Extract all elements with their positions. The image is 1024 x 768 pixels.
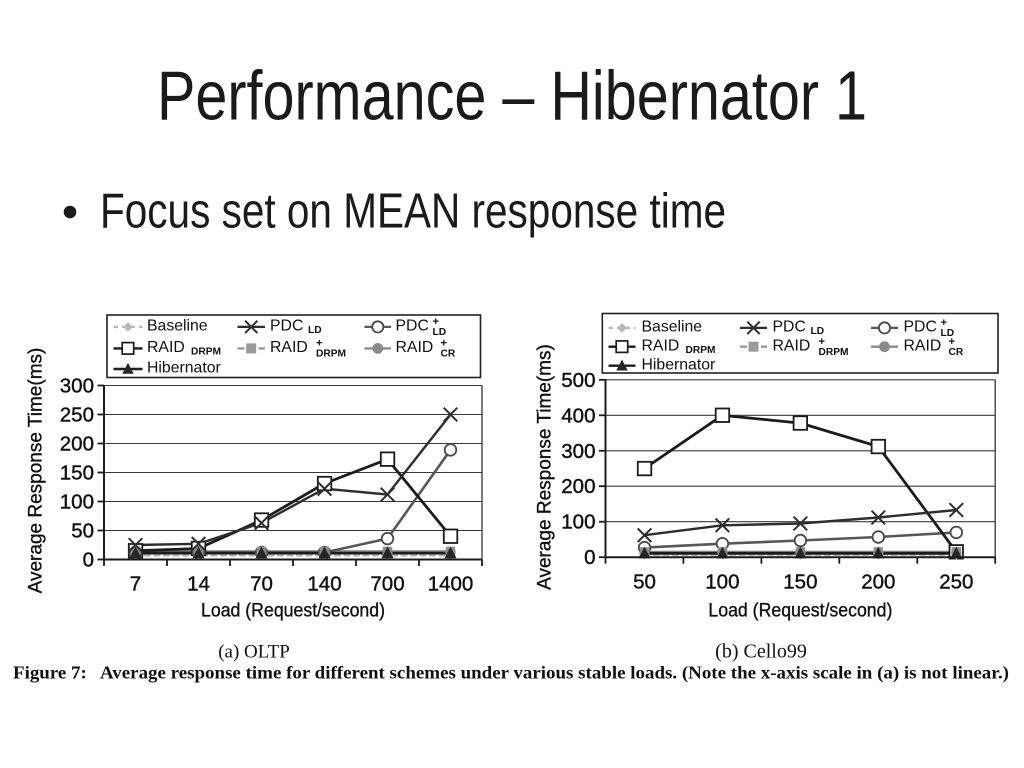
svg-text:+: + [441, 338, 448, 350]
svg-text:+: + [819, 336, 826, 348]
svg-text:200: 200 [60, 433, 94, 456]
svg-text:50: 50 [633, 571, 656, 594]
svg-text:LD: LD [941, 328, 955, 339]
svg-text:Focus set on MEAN response tim: Focus set on MEAN response time [100, 184, 726, 239]
svg-text:Baseline: Baseline [642, 319, 703, 336]
svg-text:1400: 1400 [428, 573, 474, 596]
svg-text:RAID: RAID [642, 337, 680, 354]
svg-text:150: 150 [60, 462, 94, 485]
svg-text:CR: CR [441, 349, 456, 360]
svg-text:100: 100 [705, 571, 739, 594]
svg-text:200: 200 [861, 571, 895, 594]
svg-text:LD: LD [433, 327, 447, 338]
svg-text:7: 7 [130, 573, 141, 596]
svg-text:LD: LD [308, 325, 322, 336]
svg-text:RAID: RAID [270, 339, 308, 356]
svg-text:CR: CR [949, 347, 964, 358]
svg-text:(b) Cello99: (b) Cello99 [715, 641, 807, 663]
svg-text:140: 140 [307, 573, 341, 596]
svg-text:PDC: PDC [773, 319, 806, 336]
svg-text:LD: LD [811, 326, 825, 337]
svg-text:500: 500 [561, 369, 595, 392]
svg-text:+: + [949, 336, 956, 348]
svg-text:250: 250 [60, 404, 94, 427]
svg-text:PDC: PDC [904, 319, 937, 336]
svg-text:DRPM: DRPM [316, 349, 346, 360]
svg-text:Average Response Time(ms): Average Response Time(ms) [535, 344, 556, 590]
svg-text:RAID: RAID [396, 339, 434, 356]
svg-text:70: 70 [250, 573, 273, 596]
svg-text:RAID: RAID [904, 337, 942, 354]
svg-text:0: 0 [83, 549, 94, 572]
svg-text:100: 100 [561, 511, 595, 534]
svg-text:RAID: RAID [147, 339, 185, 356]
svg-text:700: 700 [370, 573, 404, 596]
svg-text:150: 150 [783, 571, 817, 594]
svg-text:DRPM: DRPM [819, 347, 849, 358]
svg-text:50: 50 [71, 520, 94, 543]
svg-text:+: + [941, 317, 948, 329]
svg-text:400: 400 [561, 404, 595, 427]
svg-text:0: 0 [584, 546, 595, 569]
svg-text:(a) OLTP: (a) OLTP [218, 642, 290, 663]
svg-text:100: 100 [60, 491, 94, 514]
svg-text:250: 250 [939, 571, 973, 594]
svg-text:Load (Request/second): Load (Request/second) [708, 601, 892, 622]
svg-text:300: 300 [60, 375, 94, 398]
svg-text:+: + [316, 338, 323, 350]
svg-text:Figure 7: Average response ti: Figure 7: Average response time for diff… [13, 663, 1009, 683]
svg-text:300: 300 [561, 440, 595, 463]
svg-text:Hibernator: Hibernator [642, 356, 716, 373]
svg-text:RAID: RAID [773, 337, 811, 354]
svg-text:Average Response Time(ms): Average Response Time(ms) [26, 348, 47, 594]
svg-text:Load (Request/second): Load (Request/second) [201, 601, 385, 622]
svg-text:Baseline: Baseline [147, 318, 208, 335]
svg-text:14: 14 [187, 573, 210, 596]
svg-text:200: 200 [561, 475, 595, 498]
svg-text:+: + [433, 316, 440, 328]
svg-text:DRPM: DRPM [686, 345, 716, 356]
svg-text:PDC: PDC [270, 318, 303, 335]
svg-text:Hibernator: Hibernator [147, 360, 221, 377]
svg-text:PDC: PDC [396, 318, 429, 335]
svg-text:Performance – Hibernator 1: Performance – Hibernator 1 [157, 57, 867, 135]
svg-text:DRPM: DRPM [191, 347, 221, 358]
